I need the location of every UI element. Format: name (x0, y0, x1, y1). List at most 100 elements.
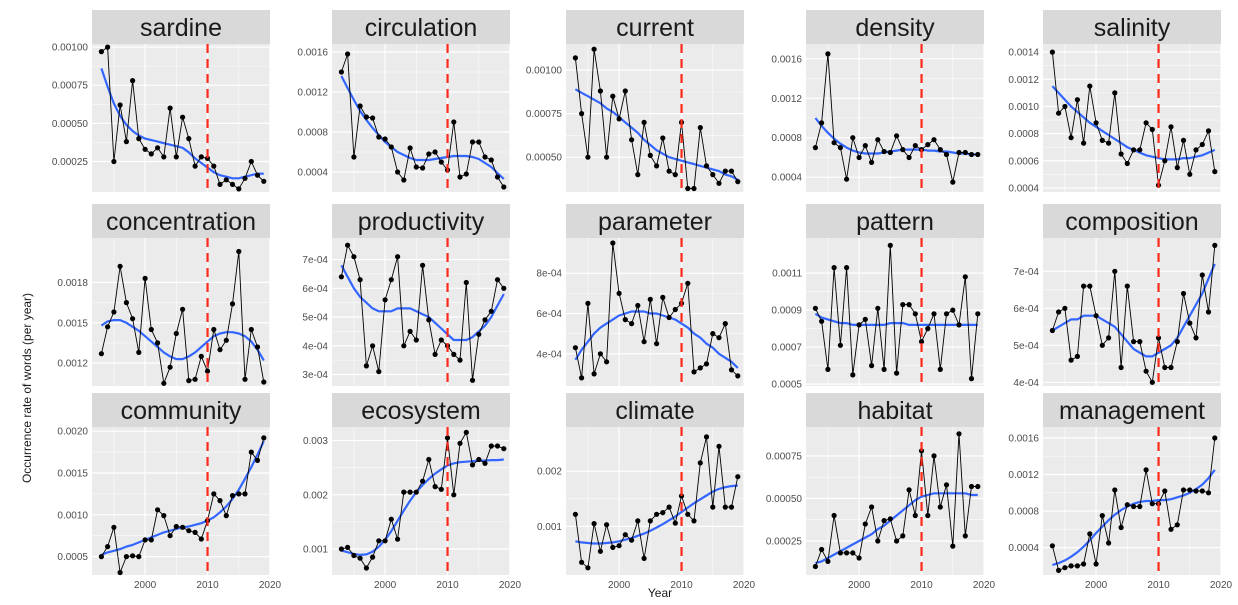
facet-strip (1043, 204, 1221, 238)
data-point (457, 440, 463, 446)
y-tick-label: 0.0015 (57, 468, 88, 479)
data-point (476, 139, 482, 145)
facet-panel-community: community 0.0005 0.0010 0.0015 0.0020 2000 201… (57, 393, 282, 591)
data-point (937, 147, 943, 153)
data-point (117, 263, 123, 269)
data-point (217, 181, 223, 187)
data-point (850, 135, 856, 141)
x-tick-label: 2010 (910, 580, 933, 591)
facet-panel-parameter: parameter 4e-04 6e-04 8e-04 (536, 204, 745, 386)
data-point (469, 139, 476, 145)
data-point (894, 538, 900, 544)
data-point (837, 342, 844, 348)
data-point (167, 105, 173, 111)
data-point (597, 351, 604, 357)
data-point (204, 368, 211, 374)
data-point (236, 186, 242, 192)
data-point (1168, 364, 1174, 371)
data-point (463, 279, 469, 286)
data-point (616, 290, 622, 296)
facet-panel-circulation: circulation 0.0004 0.0008 0.0012 0.0016 (297, 10, 511, 192)
data-point (812, 145, 819, 151)
facet-strip-label: management (1059, 397, 1205, 425)
x-tick-label: 2000 (608, 580, 631, 591)
data-point (710, 504, 716, 510)
x-tick-label: 2010 (196, 580, 219, 591)
data-point (1199, 272, 1205, 278)
y-tick-label: 0.00025 (52, 157, 89, 168)
data-point (482, 317, 488, 323)
smooth-trend-line (100, 68, 264, 180)
data-point (345, 242, 351, 248)
data-point (1199, 488, 1205, 494)
data-point (1205, 309, 1212, 315)
data-point (716, 443, 722, 449)
data-point (1087, 531, 1093, 537)
data-point (925, 142, 931, 148)
y-tick-label: 0.0012 (1008, 470, 1039, 481)
data-point (338, 69, 344, 75)
data-point (192, 529, 198, 536)
data-point (572, 345, 579, 351)
data-point (1131, 503, 1137, 510)
y-tick-label: 0.0016 (1008, 433, 1039, 444)
data-point (1193, 335, 1199, 341)
data-point (825, 558, 831, 565)
y-tick-label: 0.0012 (1008, 75, 1039, 86)
data-point (1049, 49, 1055, 55)
data-point (685, 185, 691, 192)
data-point (376, 134, 382, 140)
data-point (881, 366, 887, 372)
y-tick-label: 4e-04 (302, 341, 328, 352)
smooth-trend-line (574, 88, 739, 181)
x-tick-label: 2020 (733, 580, 756, 591)
x-tick-label: 2010 (436, 580, 459, 591)
data-point (130, 78, 136, 84)
data-point (432, 149, 438, 155)
data-point (912, 143, 918, 149)
data-point (1162, 364, 1168, 371)
facet-strip (332, 393, 510, 427)
facet-strip (332, 10, 510, 44)
data-point (585, 300, 591, 306)
data-point (1137, 147, 1143, 153)
data-point (1056, 567, 1062, 574)
data-point (338, 546, 344, 552)
data-point (672, 172, 678, 178)
data-point (1180, 137, 1187, 143)
data-point (641, 119, 647, 125)
plot-area (92, 427, 270, 575)
data-point (242, 376, 248, 382)
plot-area (806, 427, 984, 575)
data-point (438, 337, 444, 343)
facet-strip (566, 10, 744, 44)
data-point (1143, 120, 1149, 126)
data-point (1099, 513, 1105, 519)
facet-strip-label: productivity (358, 208, 485, 236)
y-tick-label: 0.00025 (766, 536, 803, 547)
data-point (622, 317, 628, 323)
data-point (819, 318, 825, 324)
data-point (130, 316, 136, 322)
data-point (223, 337, 229, 343)
data-point (142, 537, 148, 543)
data-point (229, 493, 236, 499)
y-tick-label: 0.0012 (57, 359, 88, 370)
data-point (887, 149, 893, 156)
facet-panel-ecosystem: ecosystem 0.001 0.002 0.003 2000 2010 2020 (303, 393, 522, 591)
data-point (943, 151, 950, 158)
y-tick-label: 5e-04 (1013, 341, 1039, 352)
data-point (501, 184, 507, 190)
y-tick-label: 7e-04 (1013, 267, 1039, 278)
y-tick-label: 0.002 (303, 490, 328, 501)
data-point (1068, 135, 1074, 141)
y-tick-label: 3e-04 (302, 370, 328, 381)
facet-strip (806, 393, 984, 427)
plot-area (1043, 44, 1221, 192)
y-tick-label: 0.0006 (1008, 156, 1039, 167)
data-point (236, 491, 242, 497)
data-point (685, 511, 691, 517)
data-point (451, 351, 457, 357)
data-point (875, 538, 881, 544)
data-point (370, 343, 376, 349)
